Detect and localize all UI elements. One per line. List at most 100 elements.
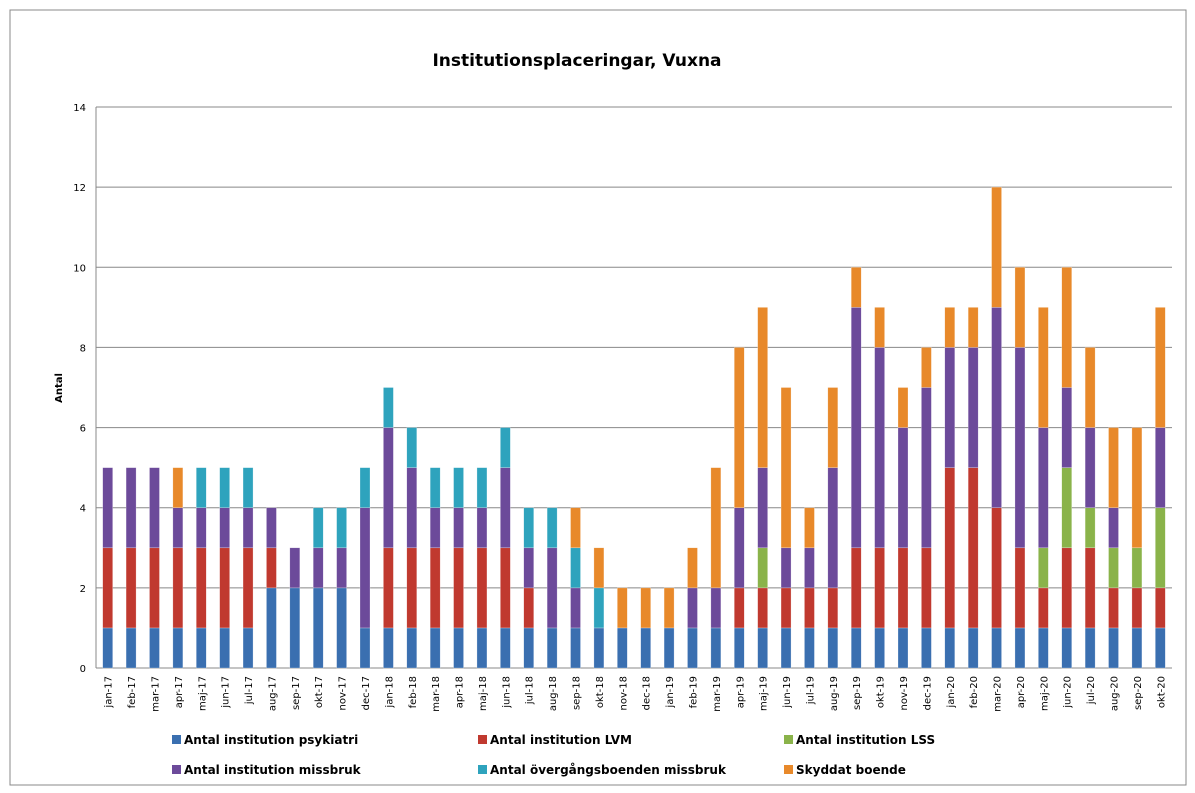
y-tick-label: 6 (80, 424, 86, 435)
bar-segment (289, 547, 301, 589)
x-tick-label: maj-17 (197, 676, 208, 711)
x-tick-label: sep-20 (1133, 676, 1144, 710)
x-tick-label: feb-20 (969, 676, 980, 708)
bar-segment (453, 547, 464, 629)
bar-segment (804, 587, 815, 629)
bar-segment (1014, 347, 1026, 549)
y-tick-label: 0 (80, 664, 86, 675)
bar-segment (1061, 627, 1072, 669)
bar-segment (640, 627, 651, 669)
bar-segment (172, 627, 184, 669)
legend-label: Antal institution psykiatri (184, 733, 358, 747)
bar-segment (874, 627, 885, 669)
x-tick-label: mar-18 (431, 676, 442, 712)
bar-segment (1038, 547, 1049, 589)
x-tick-label: jan-18 (384, 676, 395, 709)
bar-segment (523, 507, 534, 549)
bar-segment (102, 627, 113, 669)
bar-segment (219, 547, 230, 629)
legend-swatch (784, 765, 793, 774)
x-tick-label: okt-19 (876, 676, 887, 708)
bar-segment (640, 587, 651, 629)
x-tick-label: jul-19 (805, 676, 816, 705)
y-tick-label: 4 (80, 504, 86, 515)
legend-label: Antal övergångsboenden missbruk (490, 763, 727, 777)
x-tick-label: jul-20 (1086, 676, 1097, 705)
bar-segment (1038, 307, 1049, 428)
bar-segment (172, 547, 184, 629)
y-tick-label: 8 (80, 343, 86, 354)
bar-segment (850, 547, 862, 629)
bar-segment (172, 507, 184, 549)
bar-segment (429, 467, 441, 508)
bar-segment (1155, 427, 1166, 508)
bar-segment (546, 627, 558, 669)
bar-segment (1061, 267, 1072, 388)
x-tick-label: jun-18 (501, 676, 512, 709)
bar-segment (219, 507, 230, 549)
legend-label: Antal institution LVM (490, 733, 632, 747)
y-tick-label: 12 (73, 183, 86, 194)
bar-segment (991, 186, 1002, 308)
bar-segment (219, 627, 230, 669)
bar-segment (125, 467, 137, 549)
bar-segment (1155, 627, 1166, 669)
bar-segment (383, 627, 394, 669)
x-tick-label: aug-18 (548, 676, 559, 711)
bar-segment (570, 547, 581, 589)
bar-segment (570, 627, 581, 669)
x-tick-label: nov-18 (618, 676, 629, 710)
bar-segment (874, 307, 885, 348)
bar-segment (289, 587, 301, 669)
bar-segment (570, 507, 581, 549)
bar-segment (593, 627, 605, 669)
bar-segment (710, 587, 722, 629)
bar-segment (453, 467, 464, 508)
bar-segment (242, 547, 254, 629)
bar-segment (219, 467, 230, 508)
bar-segment (1155, 587, 1166, 629)
x-tick-label: nov-19 (899, 676, 910, 710)
bar-segment (780, 587, 792, 629)
legend-label: Antal institution missbruk (184, 763, 362, 777)
x-tick-label: dec-19 (922, 676, 933, 710)
bar-segment (1131, 427, 1143, 549)
bar-segment (476, 547, 488, 629)
bar-segment (897, 547, 909, 629)
bar-segment (1084, 427, 1096, 508)
x-tick-label: mar-20 (993, 676, 1004, 712)
bar-segment (1108, 587, 1119, 629)
bar-segment (687, 627, 698, 669)
bar-segment (734, 347, 745, 508)
bar-segment (1038, 587, 1049, 629)
bar-segment (172, 467, 184, 508)
x-tick-label: aug-17 (267, 676, 278, 711)
bar-segment (850, 267, 862, 308)
bar-segment (804, 547, 815, 589)
y-tick-label: 10 (73, 263, 86, 274)
bar-segment (546, 507, 558, 549)
y-tick-label: 2 (80, 584, 86, 595)
bar-segment (991, 507, 1002, 629)
bar-segment (921, 547, 932, 629)
bar-segment (944, 307, 956, 348)
bar-segment (850, 307, 862, 549)
x-tick-label: apr-18 (455, 676, 466, 708)
bar-segment (944, 627, 956, 669)
bar-segment (687, 587, 698, 629)
bar-segment (429, 627, 441, 669)
x-tick-label: mar-17 (150, 676, 161, 712)
bar-segment (476, 507, 488, 549)
bar-segment (991, 627, 1002, 669)
legend-swatch (784, 735, 793, 744)
bar-segment (827, 467, 839, 589)
bar-segment (453, 627, 464, 669)
bar-segment (757, 467, 768, 549)
bar-segment (196, 507, 207, 549)
bar-segment (125, 547, 137, 629)
x-tick-label: apr-17 (174, 676, 185, 708)
x-tick-label: jan-19 (665, 676, 676, 709)
bar-segment (921, 627, 932, 669)
legend-label: Skyddat boende (796, 763, 906, 777)
